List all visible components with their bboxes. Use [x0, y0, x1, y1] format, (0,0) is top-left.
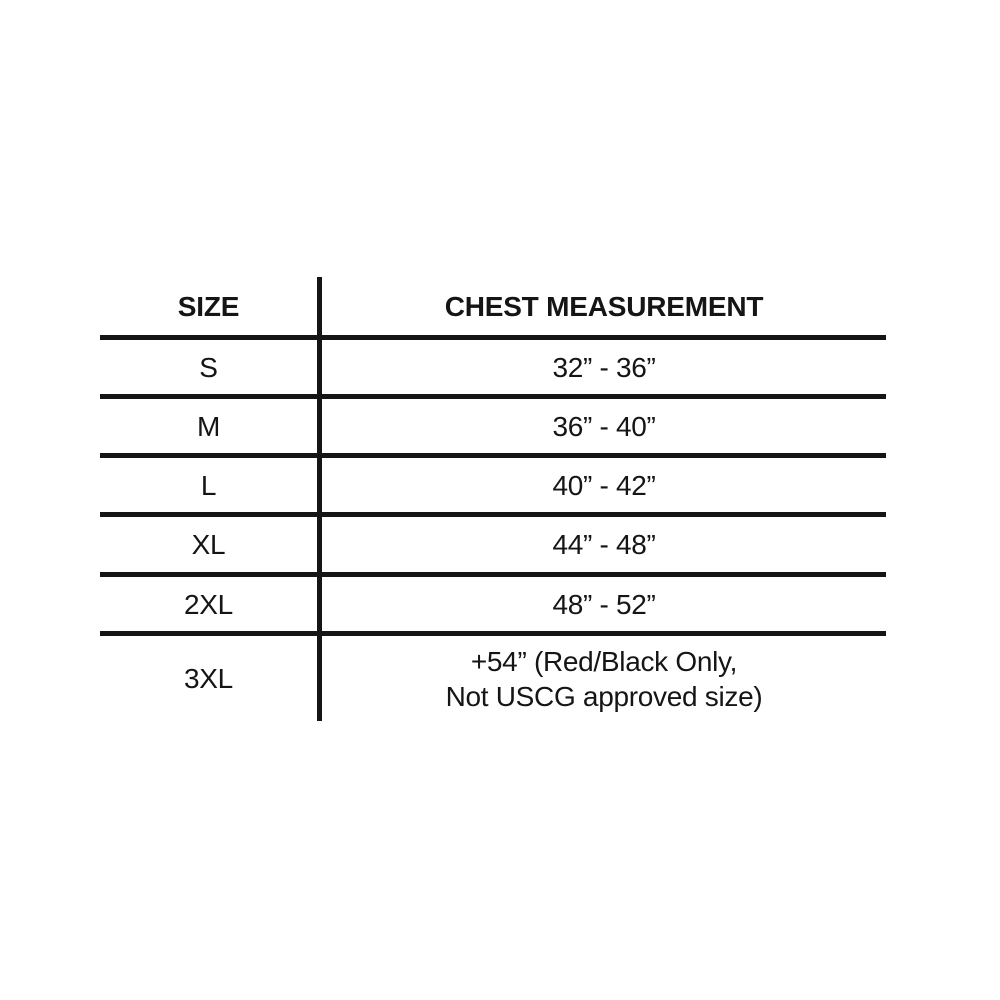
table-row-2xl: 2XL 48” - 52” [100, 577, 886, 636]
column-divider-line [317, 277, 322, 721]
size-cell: M [196, 410, 221, 442]
table-row-xl: XL 44” - 48” [100, 517, 886, 577]
measurement-cell: 32” - 36” [552, 351, 656, 383]
size-chart-table: SIZE CHEST MEASUREMENT S 32” - 36” M 36”… [100, 277, 886, 721]
size-cell: S [199, 351, 218, 383]
measurement-cell: 48” - 52” [552, 588, 656, 620]
size-cell: 3XL [184, 663, 233, 694]
table-row-3xl: 3XL +54” (Red/Black Only, Not USCG appro… [100, 636, 886, 721]
column-header-chest-measurement: CHEST MEASUREMENT [444, 290, 764, 322]
measurement-cell: 36” - 40” [552, 410, 656, 442]
measurement-cell: +54” (Red/Black Only, Not USCG approved … [445, 645, 763, 712]
table-row-m: M 36” - 40” [100, 399, 886, 458]
table-row-l: L 40” - 42” [100, 458, 886, 517]
size-cell: XL [191, 529, 226, 560]
measurement-cell: 40” - 42” [552, 469, 656, 501]
measurement-cell: 44” - 48” [552, 529, 656, 560]
column-header-size: SIZE [177, 290, 240, 322]
size-cell: L [200, 469, 217, 501]
table-row-s: S 32” - 36” [100, 340, 886, 399]
size-cell: 2XL [184, 588, 233, 620]
table-header-row: SIZE CHEST MEASUREMENT [100, 277, 886, 340]
